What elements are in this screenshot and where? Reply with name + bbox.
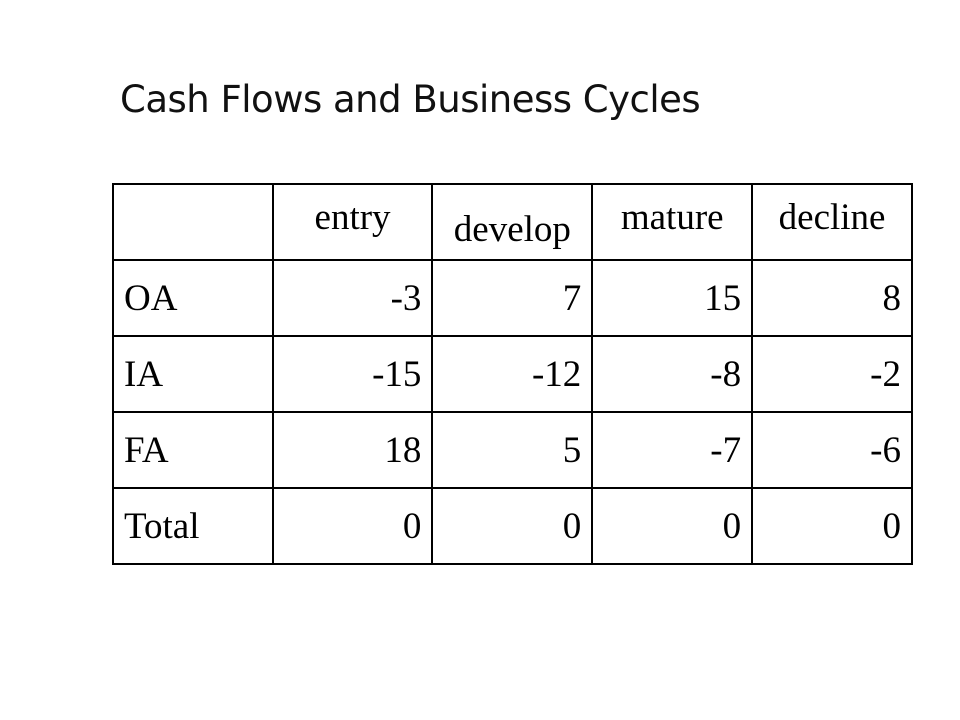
table-cell: 8 [751,259,913,337]
cash-flow-table: entry develop mature decline OA -3 7 15 … [112,183,913,565]
table-cell: -3 [271,259,434,337]
table-cell: -2 [751,335,913,413]
row-label-oa: OA [112,259,274,337]
table-cell: -12 [431,335,594,413]
column-header-mature: mature [591,183,754,261]
table-header-row: entry develop mature decline [112,183,913,261]
table-cell: -8 [591,335,754,413]
row-label-total: Total [112,487,274,565]
corner-cell [112,183,274,261]
table-cell: 7 [431,259,594,337]
table-cell: -7 [591,411,754,489]
table-cell: -15 [271,335,434,413]
slide-title: Cash Flows and Business Cycles [120,78,701,121]
table-row-ia: IA -15 -12 -8 -2 [112,335,913,413]
table-cell: 0 [591,487,754,565]
table-cell: 0 [431,487,594,565]
column-header-entry: entry [271,183,434,261]
table-cell: 18 [271,411,434,489]
table-cell: 0 [271,487,434,565]
column-header-develop: develop [431,183,594,261]
table-row-oa: OA -3 7 15 8 [112,259,913,337]
table-row-fa: FA 18 5 -7 -6 [112,411,913,489]
table-cell: 0 [751,487,913,565]
table-cell: 5 [431,411,594,489]
row-label-fa: FA [112,411,274,489]
column-header-decline: decline [751,183,913,261]
row-label-ia: IA [112,335,274,413]
table-cell: -6 [751,411,913,489]
table-cell: 15 [591,259,754,337]
table-row-total: Total 0 0 0 0 [112,487,913,565]
